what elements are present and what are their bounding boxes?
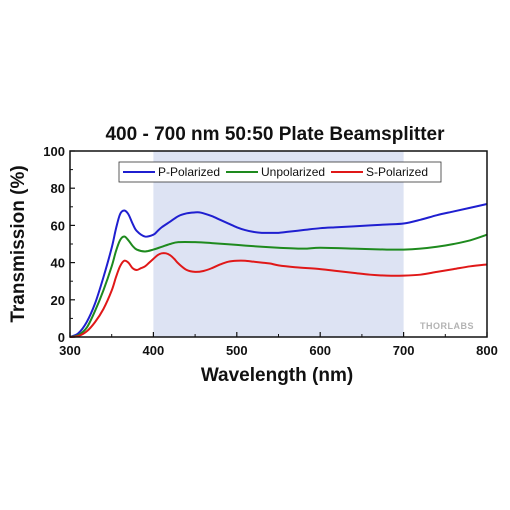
y-tick-label: 60 (51, 218, 65, 233)
x-tick-label: 500 (226, 343, 248, 358)
thorlabs-watermark: THORLABS (420, 321, 474, 331)
legend-label-unpolarized: Unpolarized (261, 165, 325, 179)
y-tick-label: 100 (43, 144, 65, 159)
series-line-s-polarized (69, 252, 488, 338)
y-tick-label: 20 (51, 293, 65, 308)
legend-label-s-polarized: S-Polarized (366, 165, 428, 179)
series-line-p-polarized (69, 203, 488, 338)
x-tick-label: 300 (59, 343, 81, 358)
legend-box (118, 161, 442, 183)
series-line-unpolarized (69, 233, 488, 338)
legend-label-p-polarized: P-Polarized (158, 165, 220, 179)
axis-ticks (69, 150, 488, 338)
x-tick-label: 700 (393, 343, 415, 358)
axis-tick-labels: 300 400 500 600 700 800 0 20 40 60 80 100 (43, 144, 498, 358)
chart-title: 400 - 700 nm 50:50 Plate Beamsplitter (105, 124, 445, 145)
x-tick-label: 400 (143, 343, 165, 358)
legend: P-Polarized Unpolarized S-Polarized (118, 161, 442, 183)
y-axis-title: Transmission (%) (8, 165, 29, 322)
y-tick-label: 40 (51, 256, 65, 271)
y-tick-label: 0 (58, 330, 65, 345)
series-lines (69, 203, 488, 338)
x-tick-label: 800 (476, 343, 498, 358)
y-tick-label: 80 (51, 181, 65, 196)
x-axis-title: Wavelength (nm) (201, 365, 353, 386)
x-tick-label: 600 (309, 343, 331, 358)
